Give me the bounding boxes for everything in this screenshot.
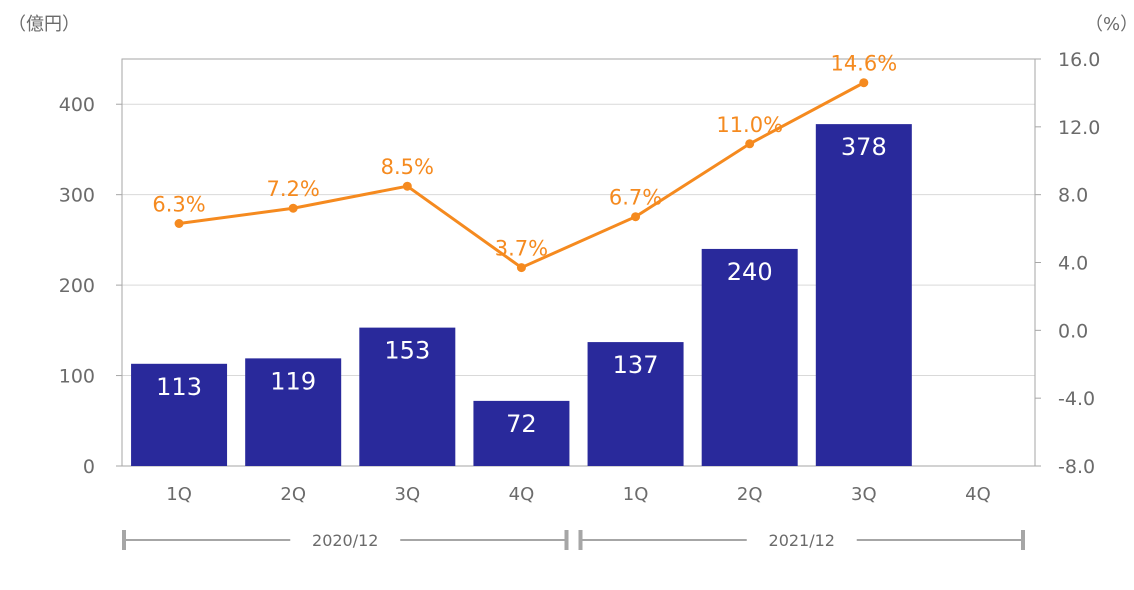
x-axis: 1Q 2Q 3Q 4Q 1Q 2Q 3Q 4Q [166,484,991,505]
line-point [859,78,869,88]
left-tick-label: 300 [59,185,95,207]
left-axis-unit: （億円） [8,14,80,35]
right-axis-unit: （%） [1085,14,1134,35]
line-point [631,212,641,222]
x-category-label: 3Q [851,484,877,505]
bar [131,363,228,466]
bar-value-label: 378 [841,133,887,161]
bar-value-label: 113 [156,373,202,401]
line-point [745,139,755,149]
line-point [174,218,184,228]
line-value-label: 8.5% [381,155,434,179]
right-tick-label: 8.0 [1058,185,1088,207]
bar-value-label: 240 [727,258,773,286]
bar-value-label: 119 [270,367,316,395]
bar [815,124,912,467]
x-category-label: 1Q [166,484,192,505]
line-value-label: 11.0% [716,113,783,137]
left-tick-label: 200 [59,275,95,297]
right-tick-label: 0.0 [1058,320,1088,342]
right-tick-label: 12.0 [1058,117,1100,139]
bar [473,400,570,466]
year-groups: 2020/12 2021/12 [122,530,1025,550]
left-tick-label: 400 [59,94,95,116]
right-tick-label: -8.0 [1058,456,1095,478]
axes: 0 100 200 300 400 -8.0 -4.0 0.0 4.0 8.0 12.0 16.0 [59,49,1101,478]
right-tick-label: -4.0 [1058,388,1095,410]
right-tick-label: 4.0 [1058,253,1088,275]
bar [245,358,342,466]
left-tick-label: 100 [59,366,95,388]
line-value-label: 14.6% [830,52,897,76]
bar-value-label: 72 [506,410,537,438]
right-tick-label: 16.0 [1058,49,1100,71]
line-point [288,203,298,213]
bar-series: 113 119 153 72 137 240 378 [131,124,912,467]
line-value-label: 7.2% [267,177,320,201]
left-tick-label: 0 [83,456,95,478]
line-point [516,263,526,273]
bar [359,327,456,466]
group-label: 2020/12 [312,531,378,550]
x-category-label: 2Q [737,484,763,505]
group-label: 2021/12 [769,531,835,550]
line-value-label: 3.7% [495,237,548,261]
x-category-label: 3Q [395,484,421,505]
x-category-label: 2Q [280,484,306,505]
x-category-label: 1Q [623,484,649,505]
line-series: 6.3% 7.2% 8.5% 3.7% 6.7% 11.0% 14.6% [152,52,897,273]
x-category-label: 4Q [965,484,991,505]
bar-value-label: 137 [613,351,659,379]
bar [701,248,798,466]
bar [587,342,684,466]
line-value-label: 6.3% [152,192,205,216]
line-point [402,181,412,191]
bar-value-label: 153 [384,337,430,365]
x-category-label: 4Q [509,484,535,505]
line-value-label: 6.7% [609,186,662,210]
